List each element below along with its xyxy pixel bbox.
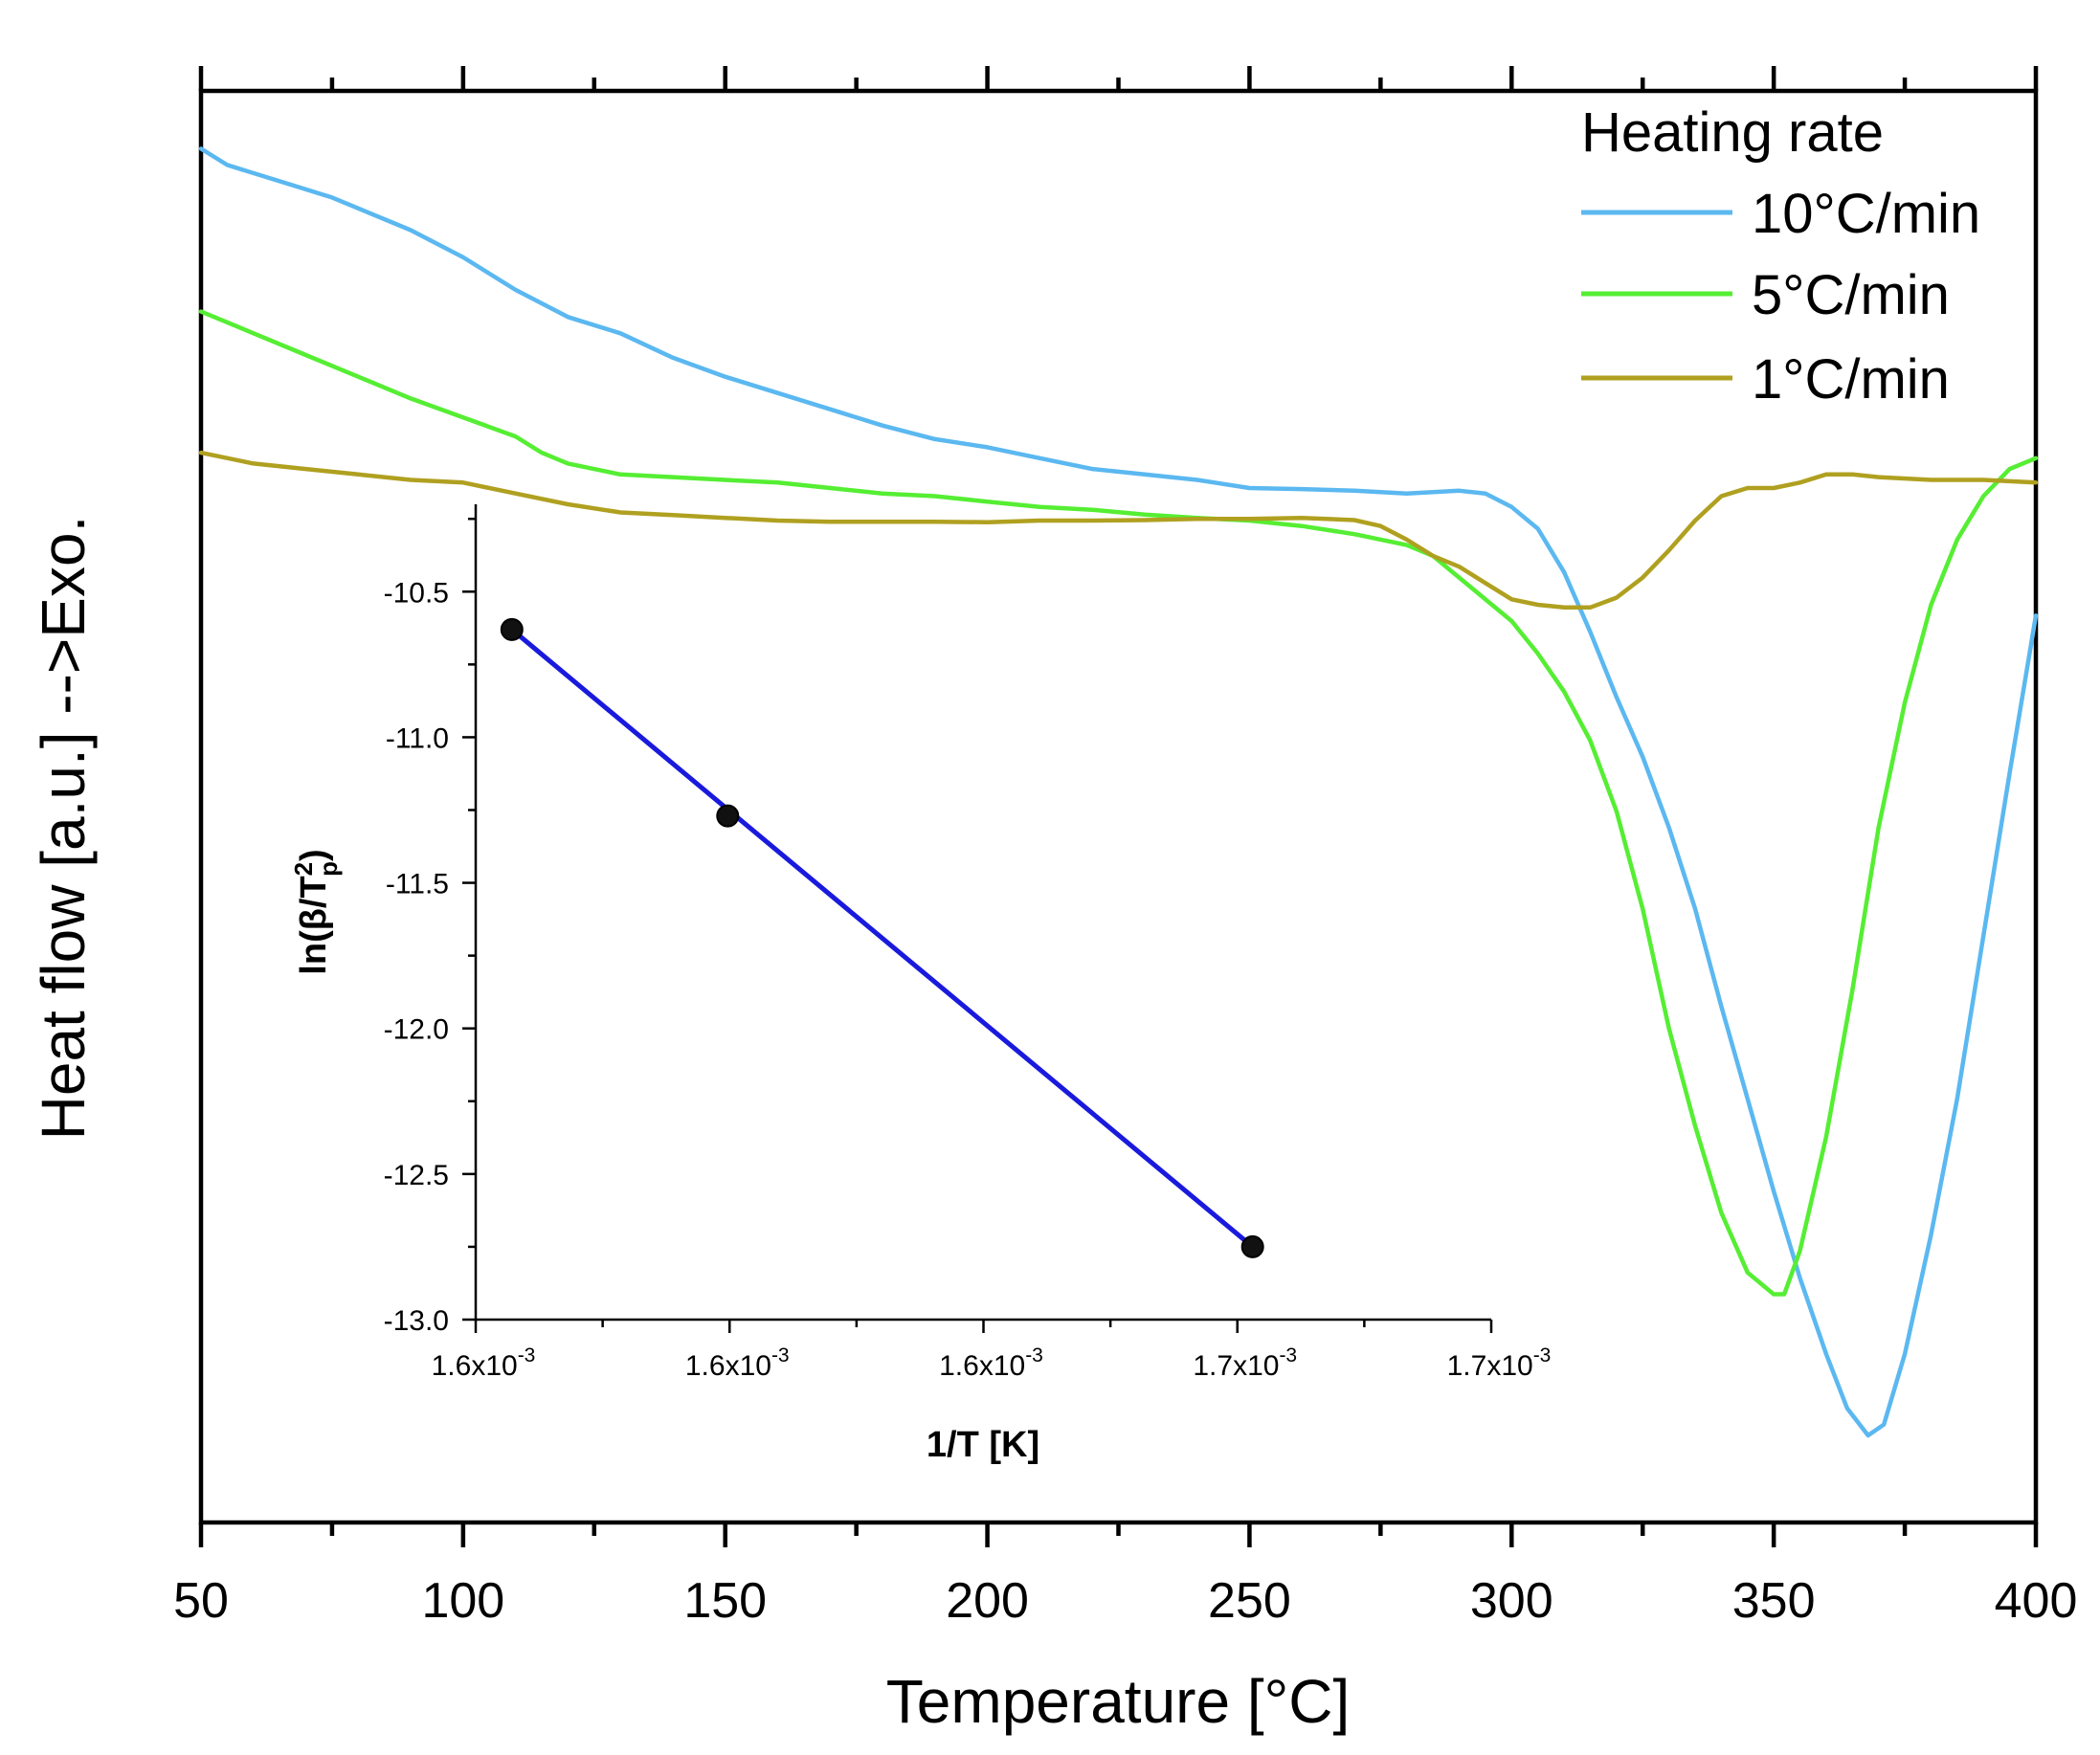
y-axis-title: Heat flow [a.u.] -->Exo. [29, 516, 98, 1141]
inset-x-tick-label: 1.7x10-3 [1447, 1344, 1552, 1382]
inset-y-tick-labels: -10.5 -11.0 -11.5 -12.0 -12.5 -13.0 [384, 577, 449, 1337]
inset-y-tick-label: -11.0 [386, 722, 449, 754]
main-x-ticks [198, 66, 2039, 1547]
legend-label-1c-per-min: 1°C/min [1752, 348, 1950, 411]
inset-ticks [462, 517, 1493, 1333]
legend-title: Heating rate [1581, 101, 1884, 164]
main-x-tick-labels: 50 100 150 200 250 300 350 400 [173, 1573, 2077, 1629]
inset-chart: -10.5 -11.0 -11.5 -12.0 -12.5 -13.0 1.6x… [289, 504, 1551, 1465]
inset-data-point [716, 804, 740, 828]
inset-data-points [500, 617, 1264, 1258]
x-tick-label-300: 300 [1470, 1573, 1553, 1629]
legend-label-10c-per-min: 10°C/min [1752, 183, 1980, 245]
series-line-10c-per-min [198, 146, 2039, 1438]
inset-y-tick-label: -12.0 [384, 1014, 449, 1046]
x-axis-title: Temperature [°C] [886, 1667, 1350, 1736]
inset-y-tick-label: -13.0 [384, 1305, 449, 1337]
inset-y-tick-label: -11.5 [386, 869, 449, 900]
x-tick-label-250: 250 [1208, 1573, 1291, 1629]
inset-y-tick-label: -12.5 [384, 1160, 449, 1191]
x-tick-label-400: 400 [1995, 1573, 2078, 1629]
x-tick-label-350: 350 [1732, 1573, 1816, 1629]
series-line-5c-per-min [198, 309, 2039, 1297]
inset-x-axis-title: 1/T [K] [927, 1425, 1039, 1465]
legend-label-5c-per-min: 5°C/min [1752, 264, 1950, 326]
x-tick-label-100: 100 [421, 1573, 504, 1629]
inset-data-point [500, 617, 524, 641]
inset-data-point [1240, 1234, 1264, 1258]
series-curves [198, 146, 2039, 1438]
inset-x-tick-label: 1.7x10-3 [1193, 1344, 1297, 1382]
x-tick-label-150: 150 [683, 1573, 767, 1629]
series-line-1c-per-min [198, 450, 2039, 611]
inset-x-tick-label: 1.6x10-3 [939, 1344, 1043, 1382]
legend: Heating rate 10°C/min 5°C/min 1°C/min [1581, 101, 1980, 411]
x-tick-label-200: 200 [946, 1573, 1029, 1629]
inset-x-tick-label: 1.6x10-3 [432, 1344, 536, 1382]
x-tick-label-50: 50 [173, 1573, 229, 1629]
inset-fit-line [509, 627, 1256, 1250]
inset-y-axis-title: ln(β/T2p) [289, 849, 343, 974]
inset-y-tick-label: -10.5 [384, 577, 449, 609]
inset-x-tick-labels: 1.6x10-3 1.6x10-3 1.6x10-3 1.7x10-3 1.7x… [432, 1344, 1552, 1382]
inset-x-tick-label: 1.6x10-3 [685, 1344, 790, 1382]
